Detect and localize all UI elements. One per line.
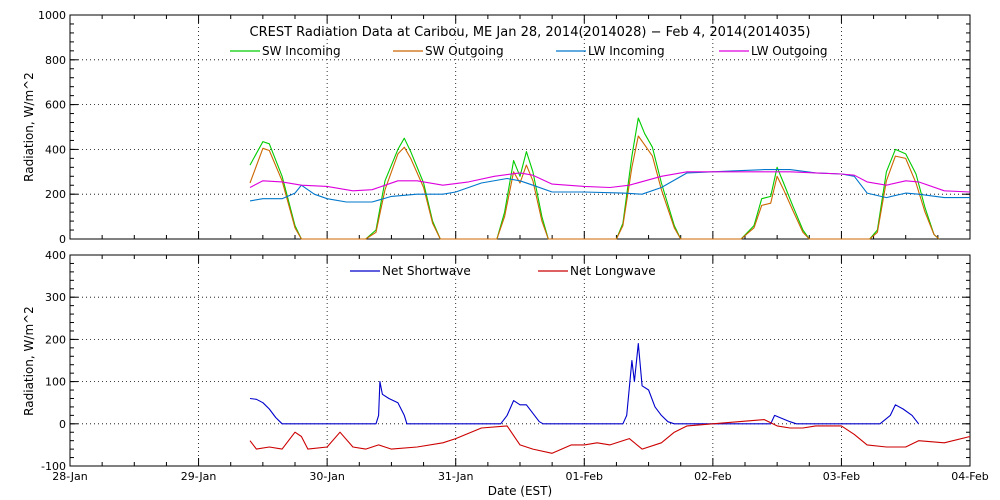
series-line-sw-incoming bbox=[249, 117, 940, 240]
series-line-sw-outgoing bbox=[249, 135, 940, 240]
legend-label: LW Outgoing bbox=[751, 44, 828, 58]
plot-frame bbox=[69, 14, 971, 240]
x-tick-label: 01-Feb bbox=[566, 470, 603, 483]
legend-label: SW Incoming bbox=[262, 44, 341, 58]
legend-label: SW Outgoing bbox=[425, 44, 504, 58]
x-tick-label: 28-Jan bbox=[52, 470, 88, 483]
bottom-panel: -100 0 100 200 300 400 28-Jan 29-Jan 30-Jan 31-Ja… bbox=[41, 249, 989, 483]
y-tick-label: 200 bbox=[45, 188, 66, 201]
x-tick-label: 04-Feb bbox=[951, 470, 988, 483]
x-tick-label: 31-Jan bbox=[438, 470, 474, 483]
legend-label: LW Incoming bbox=[588, 44, 665, 58]
x-tick-label: 02-Feb bbox=[694, 470, 731, 483]
legend-label: Net Longwave bbox=[570, 264, 656, 278]
series-line-lw-incoming bbox=[249, 169, 970, 203]
y-tick-label: -100 bbox=[41, 460, 66, 473]
series-line-lw-outgoing bbox=[249, 171, 971, 193]
y-tick-label: 600 bbox=[45, 99, 66, 112]
y-tick-label: 0 bbox=[59, 233, 66, 246]
y-tick-label: 1000 bbox=[38, 9, 66, 22]
y-tick-label: 300 bbox=[45, 291, 66, 304]
bottom-y-axis-label: Radiation, W/m^2 bbox=[22, 306, 36, 416]
x-tick-label: 03-Feb bbox=[823, 470, 860, 483]
y-tick-label: 200 bbox=[45, 333, 66, 346]
legend-label: Net Shortwave bbox=[382, 264, 471, 278]
y-tick-label: 100 bbox=[45, 376, 66, 389]
series-line-net-shortwave bbox=[249, 343, 920, 425]
y-tick-label: 400 bbox=[45, 143, 66, 156]
series-line-net-longwave bbox=[249, 419, 971, 454]
x-tick-label: 30-Jan bbox=[309, 470, 345, 483]
top-y-axis-label: Radiation, W/m^2 bbox=[22, 72, 36, 182]
y-tick-label: 0 bbox=[59, 418, 66, 431]
chart-title: CREST Radiation Data at Caribou, ME Jan … bbox=[250, 25, 811, 40]
x-tick-label: 29-Jan bbox=[181, 470, 217, 483]
y-tick-label: 400 bbox=[45, 249, 66, 262]
y-tick-label: 800 bbox=[45, 54, 66, 67]
plot-frame bbox=[69, 254, 971, 467]
top-panel: 0 200 400 600 800 1000 SW Incoming SW Outgoing L… bbox=[38, 9, 971, 246]
x-axis-label: Date (EST) bbox=[488, 484, 552, 498]
